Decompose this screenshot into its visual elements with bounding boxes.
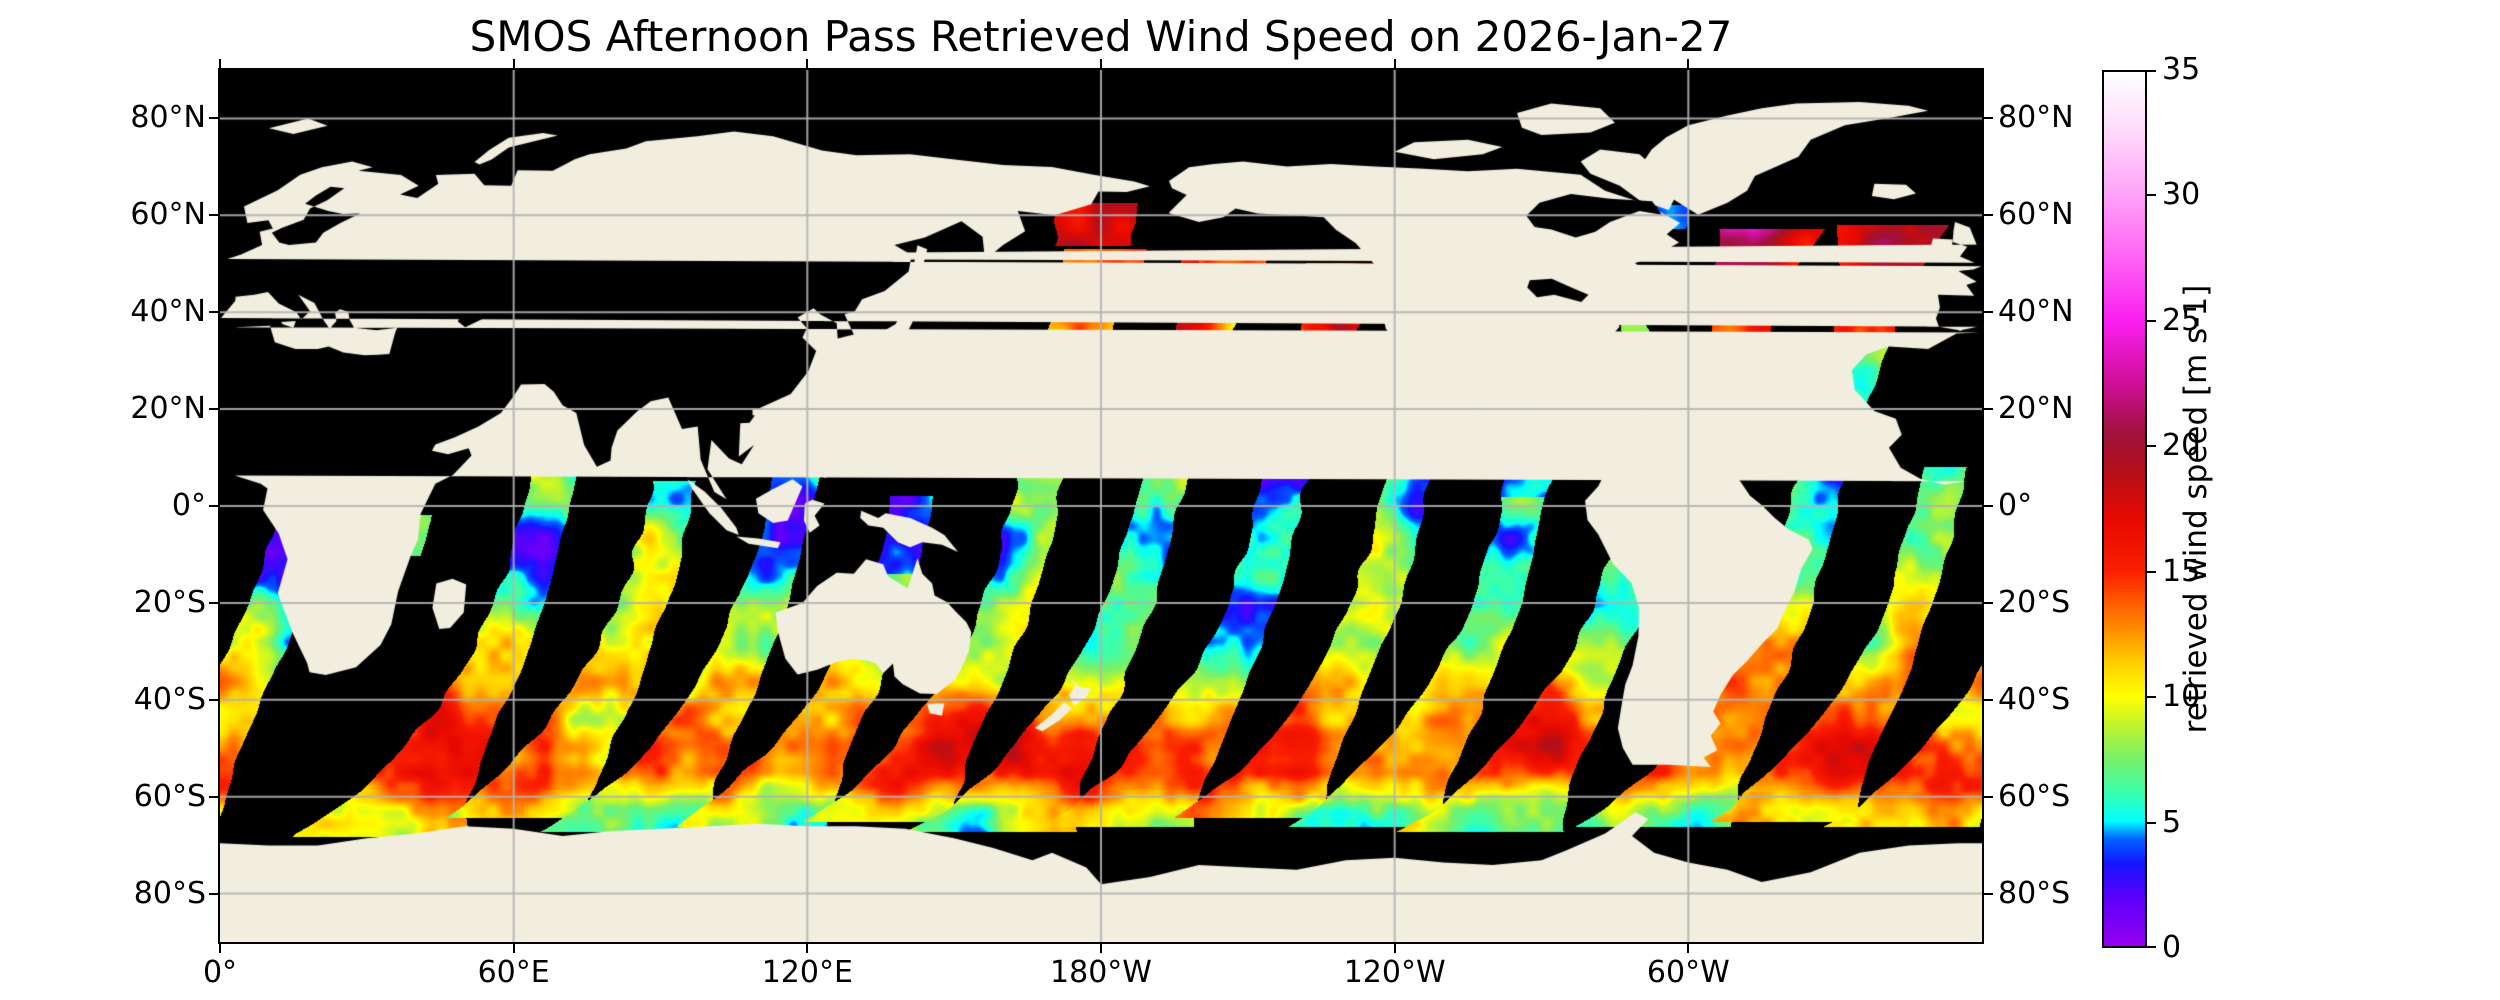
lat-tick-label-right: 80°S — [1998, 875, 2071, 911]
lon-tick-top — [1393, 59, 1396, 68]
colorbar-axis-label: retrieved wind speed [m s-1] — [2178, 284, 2214, 734]
lat-tick-left — [209, 601, 218, 604]
lat-tick-right — [1984, 505, 1993, 507]
lon-tick-top — [806, 59, 809, 68]
colorbar — [2102, 70, 2147, 948]
colorbar-tick-label: 15 — [2162, 553, 2201, 589]
lon-tick-top — [1100, 59, 1102, 68]
lat-tick-label-left: 40°S — [133, 681, 206, 717]
colorbar-tick-label: 20 — [2162, 428, 2201, 464]
lat-tick-label-right: 20°N — [1998, 391, 2074, 427]
colorbar-tick — [2147, 319, 2156, 322]
lon-tick-label: 0° — [202, 955, 238, 990]
colorbar-tick — [2147, 445, 2156, 448]
lat-tick-left — [209, 117, 218, 120]
lat-tick-label-left: 20°N — [130, 391, 206, 427]
lon-tick-top — [1687, 59, 1690, 68]
lat-tick-right — [1984, 892, 1993, 895]
colorbar-tick — [2147, 570, 2156, 573]
lat-tick-label-right: 20°S — [1998, 584, 2071, 620]
lat-tick-left — [209, 795, 218, 798]
lat-tick-label-right: 80°N — [1998, 100, 2074, 136]
colorbar-tick-label: 10 — [2162, 679, 2201, 715]
lat-tick-right — [1984, 601, 1993, 604]
colorbar-tick-label: 35 — [2162, 52, 2201, 87]
lat-tick-left — [209, 214, 218, 217]
lat-tick-left — [209, 408, 218, 411]
lon-tick-top — [512, 59, 515, 68]
colorbar-tick — [2147, 821, 2156, 824]
lat-tick-label-right: 60°S — [1998, 778, 2071, 814]
lat-tick-label-left: 80°S — [133, 875, 206, 911]
lon-tick-label: 60°W — [1646, 955, 1730, 990]
lon-tick-label: 120°W — [1343, 955, 1446, 990]
lat-tick-label-left: 60°N — [130, 197, 206, 233]
lat-tick-right — [1984, 214, 1993, 217]
lon-tick-bottom — [219, 944, 221, 953]
lat-tick-label-left: 0° — [171, 488, 206, 523]
lon-tick-label: 60°E — [477, 955, 550, 990]
lat-tick-right — [1984, 117, 1993, 120]
colorbar-tick — [2147, 70, 2156, 72]
lat-tick-left — [209, 505, 218, 507]
lat-tick-right — [1984, 795, 1993, 798]
colorbar-tick — [2147, 946, 2156, 948]
colorbar-tick-label: 30 — [2162, 177, 2201, 213]
lon-tick-label: 180°W — [1050, 955, 1152, 990]
lat-tick-label-right: 40°S — [1998, 681, 2071, 717]
lat-tick-label-right: 60°N — [1998, 197, 2074, 233]
chart-title: SMOS Afternoon Pass Retrieved Wind Speed… — [469, 12, 1733, 61]
lat-tick-right — [1984, 311, 1993, 314]
lon-tick-bottom — [512, 944, 515, 953]
lat-tick-label-right: 0° — [1998, 488, 2033, 523]
colorbar-tick-label: 5 — [2162, 804, 2182, 840]
colorbar-tick-label: 25 — [2162, 302, 2201, 338]
lat-tick-left — [209, 698, 218, 701]
lat-tick-right — [1984, 698, 1993, 701]
lat-tick-label-left: 60°S — [133, 778, 206, 814]
lat-tick-label-left: 40°N — [130, 294, 206, 330]
lat-tick-left — [209, 311, 218, 314]
lon-tick-bottom — [1100, 944, 1102, 953]
lat-tick-label-left: 80°N — [130, 100, 206, 136]
lon-tick-bottom — [1393, 944, 1396, 953]
lon-tick-label: 120°E — [761, 955, 853, 990]
lat-tick-left — [209, 892, 218, 895]
world-map-canvas — [220, 70, 1982, 942]
lon-tick-top — [219, 59, 221, 68]
lon-tick-bottom — [1687, 944, 1690, 953]
colorbar-tick — [2147, 194, 2156, 197]
lat-tick-label-left: 20°S — [133, 584, 206, 620]
lat-tick-right — [1984, 408, 1993, 411]
colorbar-tick-label: 0 — [2162, 930, 2182, 965]
lon-tick-bottom — [806, 944, 809, 953]
lat-tick-label-right: 40°N — [1998, 294, 2074, 330]
colorbar-tick — [2147, 696, 2156, 699]
